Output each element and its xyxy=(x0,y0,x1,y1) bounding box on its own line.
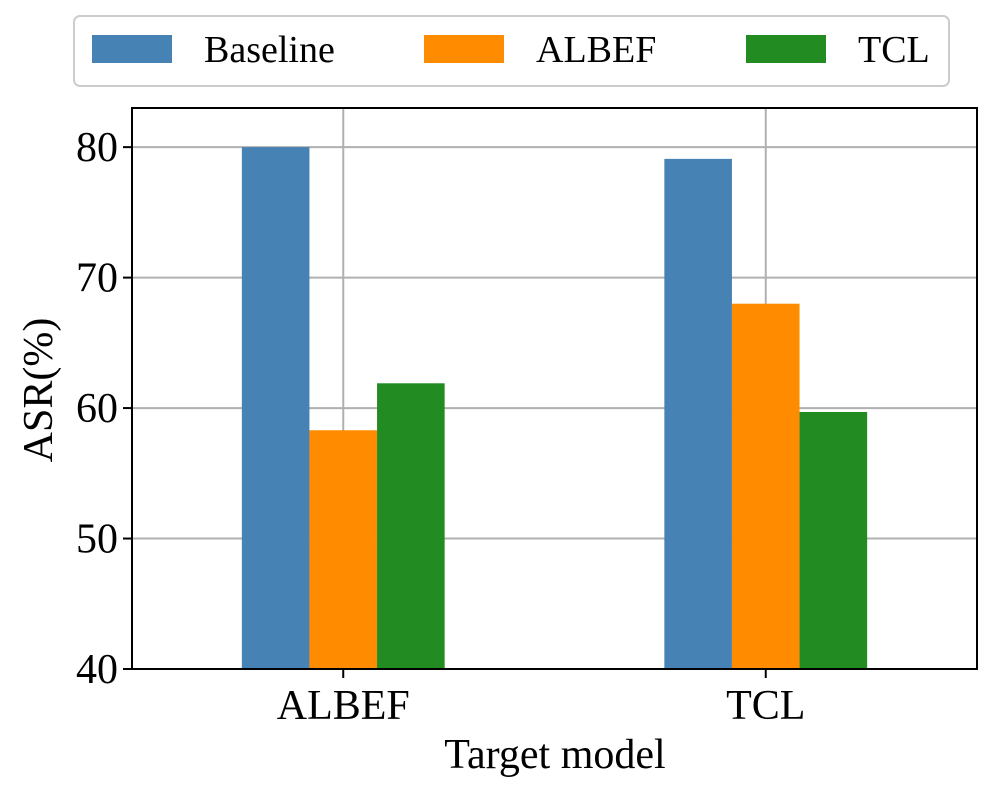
y-tick-label: 80 xyxy=(76,125,118,171)
x-axis-ticks: ALBEF TCL xyxy=(277,669,805,729)
y-axis-label: ASR(%) xyxy=(16,318,62,463)
bar-tcl-albef xyxy=(377,383,445,669)
legend: Baseline ALBEF TCL xyxy=(73,15,950,87)
legend-label: ALBEF xyxy=(536,29,656,71)
y-tick-label: 60 xyxy=(76,386,118,432)
legend-swatch xyxy=(746,35,826,63)
bar-albef-albef xyxy=(309,430,378,669)
legend-swatch xyxy=(424,35,504,63)
y-tick-label: 70 xyxy=(76,256,118,302)
legend-frame xyxy=(73,15,950,87)
legend-swatch xyxy=(92,35,172,63)
x-axis-label: Target model xyxy=(444,732,665,778)
legend-label: TCL xyxy=(858,29,930,71)
y-tick-label: 50 xyxy=(76,517,118,563)
y-tick-label: 40 xyxy=(76,647,118,693)
legend-label: Baseline xyxy=(204,29,335,71)
bar-baseline-albef xyxy=(241,147,310,670)
bar-tcl-tcl xyxy=(799,411,868,669)
plot-area-frame xyxy=(131,107,978,670)
x-tick-label: ALBEF xyxy=(277,683,410,729)
x-tick-label: TCL xyxy=(726,683,805,729)
bar-albef-tcl xyxy=(731,303,800,669)
y-axis-ticks: 40 50 60 70 80 xyxy=(76,125,132,693)
bar-baseline-tcl xyxy=(664,158,732,669)
bars xyxy=(241,147,868,670)
